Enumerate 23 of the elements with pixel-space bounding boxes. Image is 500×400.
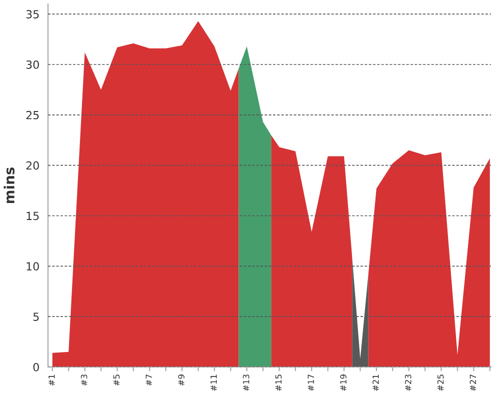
x-tick-label: #27 [470,374,476,391]
x-tick-label: #21 [372,374,379,391]
x-tick-label: #7 [146,374,152,386]
x-tick-label: #25 [437,374,444,391]
y-tick-label: 15 [26,212,39,220]
y-tick-label: 5 [33,312,39,321]
y-tick-label: 35 [26,10,39,18]
x-tick-label: #5 [113,374,120,386]
y-tick-label: 30 [26,60,39,69]
y-axis-title: mins [4,167,15,204]
y-tick-label: 20 [26,161,39,170]
y-tick-label: 25 [26,110,39,120]
x-tick-label: #13 [242,374,250,391]
x-tick-label: #3 [80,374,88,386]
x-tick-label: #23 [404,374,412,391]
x-tick-label: #9 [178,374,184,386]
x-tick-label: #15 [275,374,282,391]
y-tick-label: 10 [26,262,39,271]
x-tick-label: #19 [340,374,346,391]
x-tick-label: #17 [308,374,314,391]
x-tick-label: #11 [210,374,217,391]
y-tick-label: 0 [33,362,39,372]
x-tick-label: #1 [48,374,55,386]
